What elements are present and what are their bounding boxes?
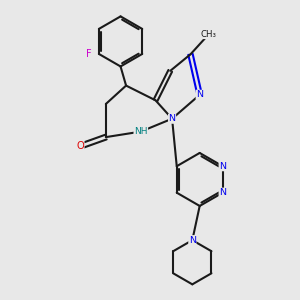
Text: F: F (86, 49, 92, 59)
Text: N: N (169, 114, 176, 123)
Text: NH: NH (134, 127, 148, 136)
Text: N: N (196, 90, 203, 99)
Text: CH₃: CH₃ (201, 30, 217, 39)
Text: N: N (219, 162, 226, 171)
Text: N: N (189, 236, 196, 245)
Text: O: O (76, 141, 84, 151)
Text: N: N (219, 188, 226, 197)
